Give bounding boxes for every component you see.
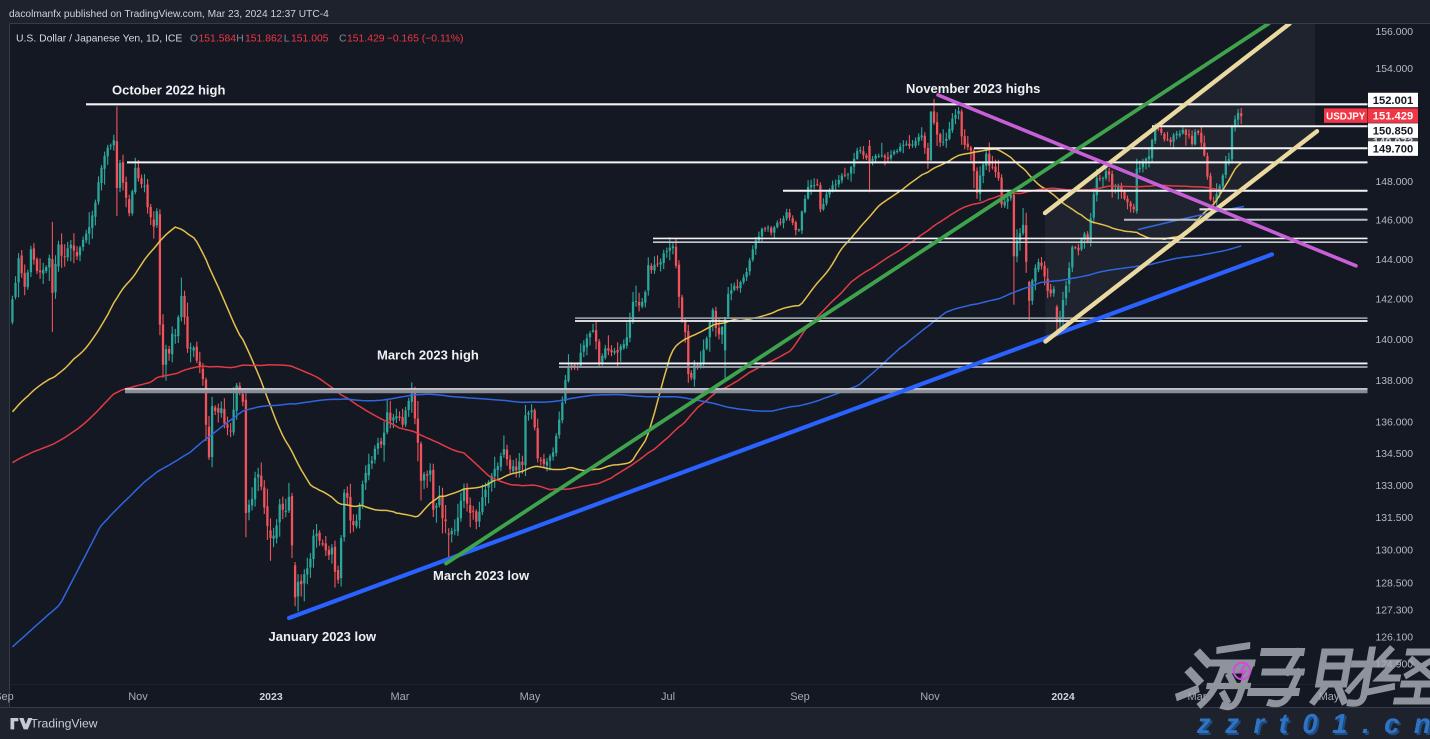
svg-text:−0.165 (−0.11%): −0.165 (−0.11%) [387, 33, 464, 44]
svg-text:2023: 2023 [259, 691, 283, 703]
svg-text:Nov: Nov [128, 691, 148, 703]
svg-text:151.584: 151.584 [199, 33, 237, 44]
svg-text:March 2023 low: March 2023 low [433, 568, 530, 583]
svg-text:November 2023 highs: November 2023 highs [906, 81, 1040, 96]
svg-text:152.001: 152.001 [1373, 95, 1413, 107]
svg-text:C: C [339, 33, 347, 44]
svg-text:151.005: 151.005 [291, 33, 329, 44]
svg-text:May: May [1319, 691, 1340, 703]
svg-text:Sep: Sep [0, 691, 14, 703]
svg-text:May: May [520, 691, 541, 703]
svg-text:March 2023 high: March 2023 high [377, 348, 479, 363]
svg-text:zzrt01.cn: zzrt01.cn [1196, 708, 1430, 739]
svg-text:L: L [284, 33, 290, 44]
svg-text:2024: 2024 [1051, 691, 1075, 703]
svg-text:144.000: 144.000 [1376, 255, 1414, 266]
svg-text:142.000: 142.000 [1376, 295, 1414, 306]
svg-text:151.429: 151.429 [1373, 111, 1413, 123]
svg-text:TradingView: TradingView [31, 717, 98, 731]
svg-text:U.S. Dollar / Japanese Yen, 1D: U.S. Dollar / Japanese Yen, 1D, ICE [16, 33, 182, 44]
svg-text:126.100: 126.100 [1376, 632, 1414, 643]
svg-text:151.862: 151.862 [245, 33, 283, 44]
svg-text:138.000: 138.000 [1376, 376, 1414, 387]
svg-text:H: H [236, 33, 244, 44]
svg-text:October 2022 high: October 2022 high [112, 83, 225, 98]
svg-text:dacolmanfx published on Tradin: dacolmanfx published on TradingView.com,… [9, 9, 329, 20]
svg-text:Sep: Sep [790, 691, 810, 703]
svg-text:148.000: 148.000 [1376, 177, 1414, 188]
svg-text:154.000: 154.000 [1376, 64, 1414, 75]
svg-text:150.850: 150.850 [1373, 126, 1413, 138]
svg-text:January 2023 low: January 2023 low [269, 629, 378, 644]
svg-text:131.500: 131.500 [1376, 513, 1414, 524]
svg-text:zzrt01.cn: zzrt01.cn [1198, 710, 1430, 739]
svg-text:136.000: 136.000 [1376, 417, 1414, 428]
svg-text:140.000: 140.000 [1376, 335, 1414, 346]
svg-text:134.500: 134.500 [1376, 449, 1414, 460]
svg-text:Jul: Jul [661, 691, 675, 703]
svg-text:Mar: Mar [391, 691, 410, 703]
svg-text:149.700: 149.700 [1373, 144, 1413, 156]
svg-text:Nov: Nov [920, 691, 940, 703]
svg-text:127.300: 127.300 [1376, 605, 1414, 616]
svg-text:151.429: 151.429 [347, 33, 385, 44]
svg-text:156.000: 156.000 [1376, 27, 1414, 38]
svg-text:133.000: 133.000 [1376, 481, 1414, 492]
svg-text:USDJPY: USDJPY [1326, 112, 1366, 123]
svg-text:128.500: 128.500 [1376, 579, 1414, 590]
svg-text:O: O [190, 33, 198, 44]
svg-text:146.000: 146.000 [1376, 216, 1414, 227]
svg-text:130.000: 130.000 [1376, 546, 1414, 557]
